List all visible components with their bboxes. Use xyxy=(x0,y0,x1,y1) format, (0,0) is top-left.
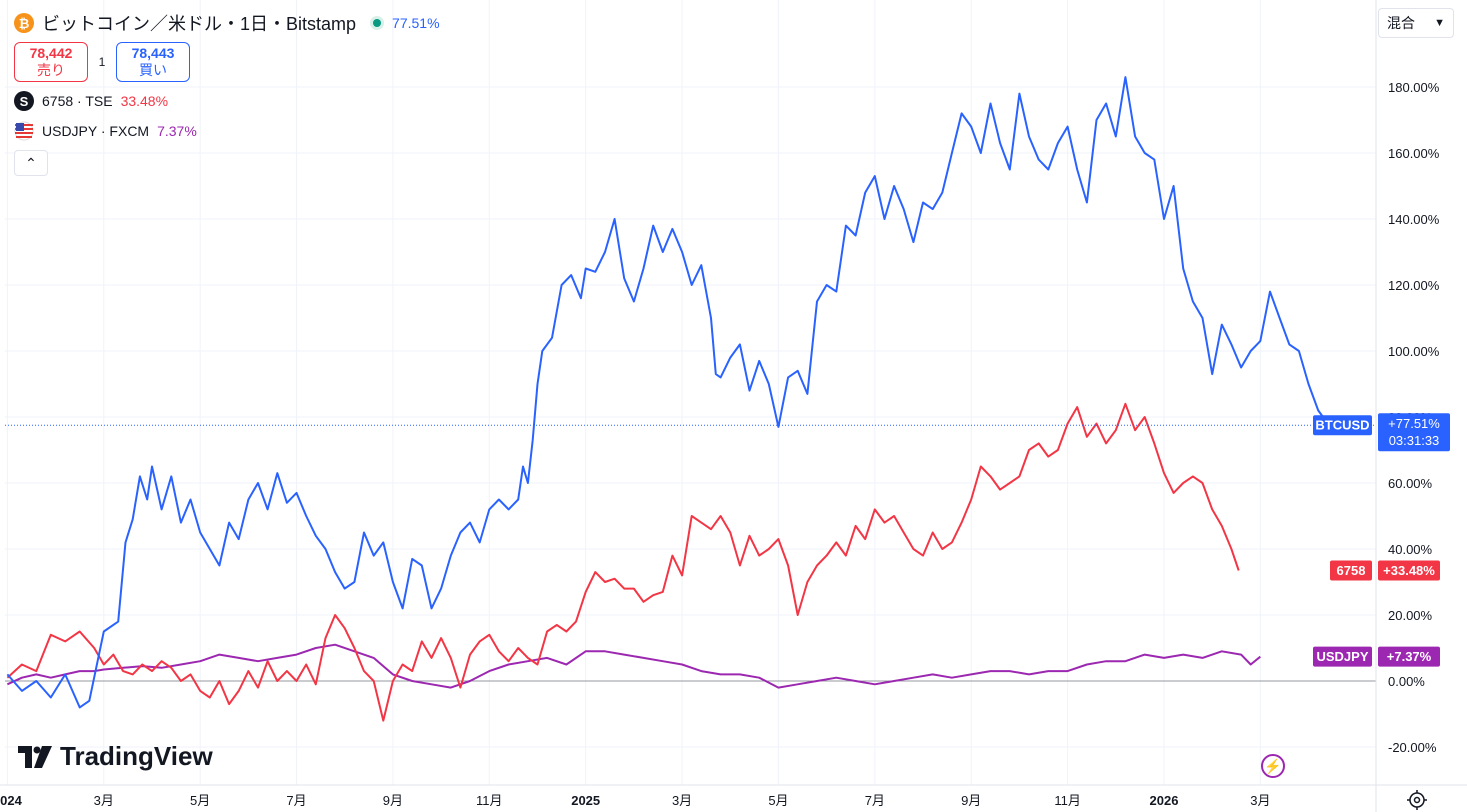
legend: ₿ ビットコイン／米ドル・1日・Bitstamp 77.51% 78,442 売… xyxy=(14,10,440,176)
main-change: 77.51% xyxy=(392,15,440,31)
x-tick-label: 2024 xyxy=(0,793,23,808)
series-line-btcusd xyxy=(6,76,1336,709)
bar-countdown: 03:31:33 xyxy=(1389,433,1440,448)
x-tick-label: 2026 xyxy=(1150,793,1179,808)
x-tick-label: 5月 xyxy=(190,793,210,808)
series-value-tag-bg xyxy=(1378,413,1450,452)
series-name-tag: 6758 xyxy=(1337,563,1366,578)
x-tick-label: 5月 xyxy=(768,793,788,808)
compare-row-usdjpy[interactable]: USDJPY · FXCM 7.37% xyxy=(14,116,440,146)
y-tick-label: 40.00% xyxy=(1388,542,1433,557)
chevron-down-icon: ▼ xyxy=(1434,17,1445,29)
symbol-title[interactable]: ビットコイン／米ドル・1日・Bitstamp xyxy=(42,14,357,34)
series-value-tag: +77.51% xyxy=(1388,416,1440,431)
x-tick-label: 9月 xyxy=(383,793,403,808)
series-name-tag: BTCUSD xyxy=(1315,418,1369,433)
bitcoin-icon: ₿ xyxy=(14,13,34,33)
tradingview-logo-icon xyxy=(18,745,52,768)
y-tick-label: 20.00% xyxy=(1388,608,1433,623)
scale-mode-value: 混合 xyxy=(1387,15,1415,31)
sony-s-icon: S xyxy=(14,91,34,111)
series-line-usdjpy xyxy=(6,643,1261,689)
x-tick-label: 9月 xyxy=(961,793,981,808)
lightning-icon[interactable]: ⚡ xyxy=(1261,754,1285,778)
trade-buttons: 78,442 売り 1 78,443 買い xyxy=(14,42,440,82)
series-value-tag: +33.48% xyxy=(1383,563,1435,578)
time-scale[interactable]: 2024 3月 5月 7月 9月 11月 2025 3月 5月 7月 9月 11月 2026 3月 xyxy=(0,793,1270,808)
settings-gear-icon[interactable] xyxy=(1406,789,1428,811)
series-value-tag-bg xyxy=(1378,560,1440,581)
y-tick-label: 180.00% xyxy=(1388,80,1440,95)
x-tick-label: 2025 xyxy=(571,793,600,808)
y-tick-label: 140.00% xyxy=(1388,212,1440,227)
series-name-tag-bg xyxy=(1313,646,1372,667)
y-tick-label: 60.00% xyxy=(1388,476,1433,491)
x-tick-label: 3月 xyxy=(672,793,692,808)
buy-button[interactable]: 78,443 買い xyxy=(116,42,190,82)
tradingview-logo[interactable]: TradingView xyxy=(18,741,213,772)
y-tick-label: 100.00% xyxy=(1388,344,1440,359)
y-tick-label: 120.00% xyxy=(1388,278,1440,293)
sell-button[interactable]: 78,442 売り xyxy=(14,42,88,82)
us-flag-icon xyxy=(14,121,34,141)
series-name-tag-bg xyxy=(1330,560,1372,581)
series-layer xyxy=(6,76,1339,722)
x-tick-label: 3月 xyxy=(94,793,114,808)
logo-text: TradingView xyxy=(60,741,213,771)
compare-change: 33.48% xyxy=(120,93,169,109)
spread-value: 1 xyxy=(98,55,106,69)
collapse-legend-button[interactable]: ⌃ xyxy=(14,150,48,176)
scale-mode-select[interactable]: 混合 ▼ xyxy=(1378,8,1454,38)
x-tick-label: 3月 xyxy=(1250,793,1270,808)
price-scale[interactable]: 180.00%160.00%140.00%120.00%100.00%80.00… xyxy=(1388,80,1440,755)
y-tick-label: 0.00% xyxy=(1388,674,1425,689)
series-name-tag-bg xyxy=(1313,415,1372,436)
compare-symbol: 6758 · TSE xyxy=(42,93,113,109)
x-tick-label: 11月 xyxy=(476,793,503,808)
x-tick-label: 7月 xyxy=(286,793,306,808)
series-value-labels: BTCUSD +77.51% 03:31:33 6758 +33.48% USDJPY +7… xyxy=(1313,413,1450,667)
series-value-tag: +7.37% xyxy=(1387,649,1432,664)
x-tick-label: 11月 xyxy=(1054,793,1081,808)
compare-symbol: USDJPY · FXCM xyxy=(42,123,150,139)
sell-price: 78,442 xyxy=(29,45,73,61)
buy-price: 78,443 xyxy=(131,45,175,61)
chevron-up-icon: ⌃ xyxy=(25,154,37,171)
main-symbol-row[interactable]: ₿ ビットコイン／米ドル・1日・Bitstamp 77.51% xyxy=(14,10,440,36)
series-value-tag-bg xyxy=(1378,646,1440,667)
x-tick-label: 7月 xyxy=(865,793,885,808)
y-tick-label: -20.00% xyxy=(1388,740,1437,755)
sell-label: 売り xyxy=(37,62,65,78)
series-line-6758 xyxy=(6,402,1240,722)
y-tick-label: 160.00% xyxy=(1388,146,1440,161)
buy-label: 買い xyxy=(139,62,167,78)
compare-row-sony[interactable]: S 6758 · TSE 33.48% xyxy=(14,86,440,116)
series-name-tag: USDJPY xyxy=(1316,649,1368,664)
market-status-icon[interactable] xyxy=(370,16,385,30)
gridlines xyxy=(5,0,1376,785)
compare-change: 7.37% xyxy=(157,123,197,139)
